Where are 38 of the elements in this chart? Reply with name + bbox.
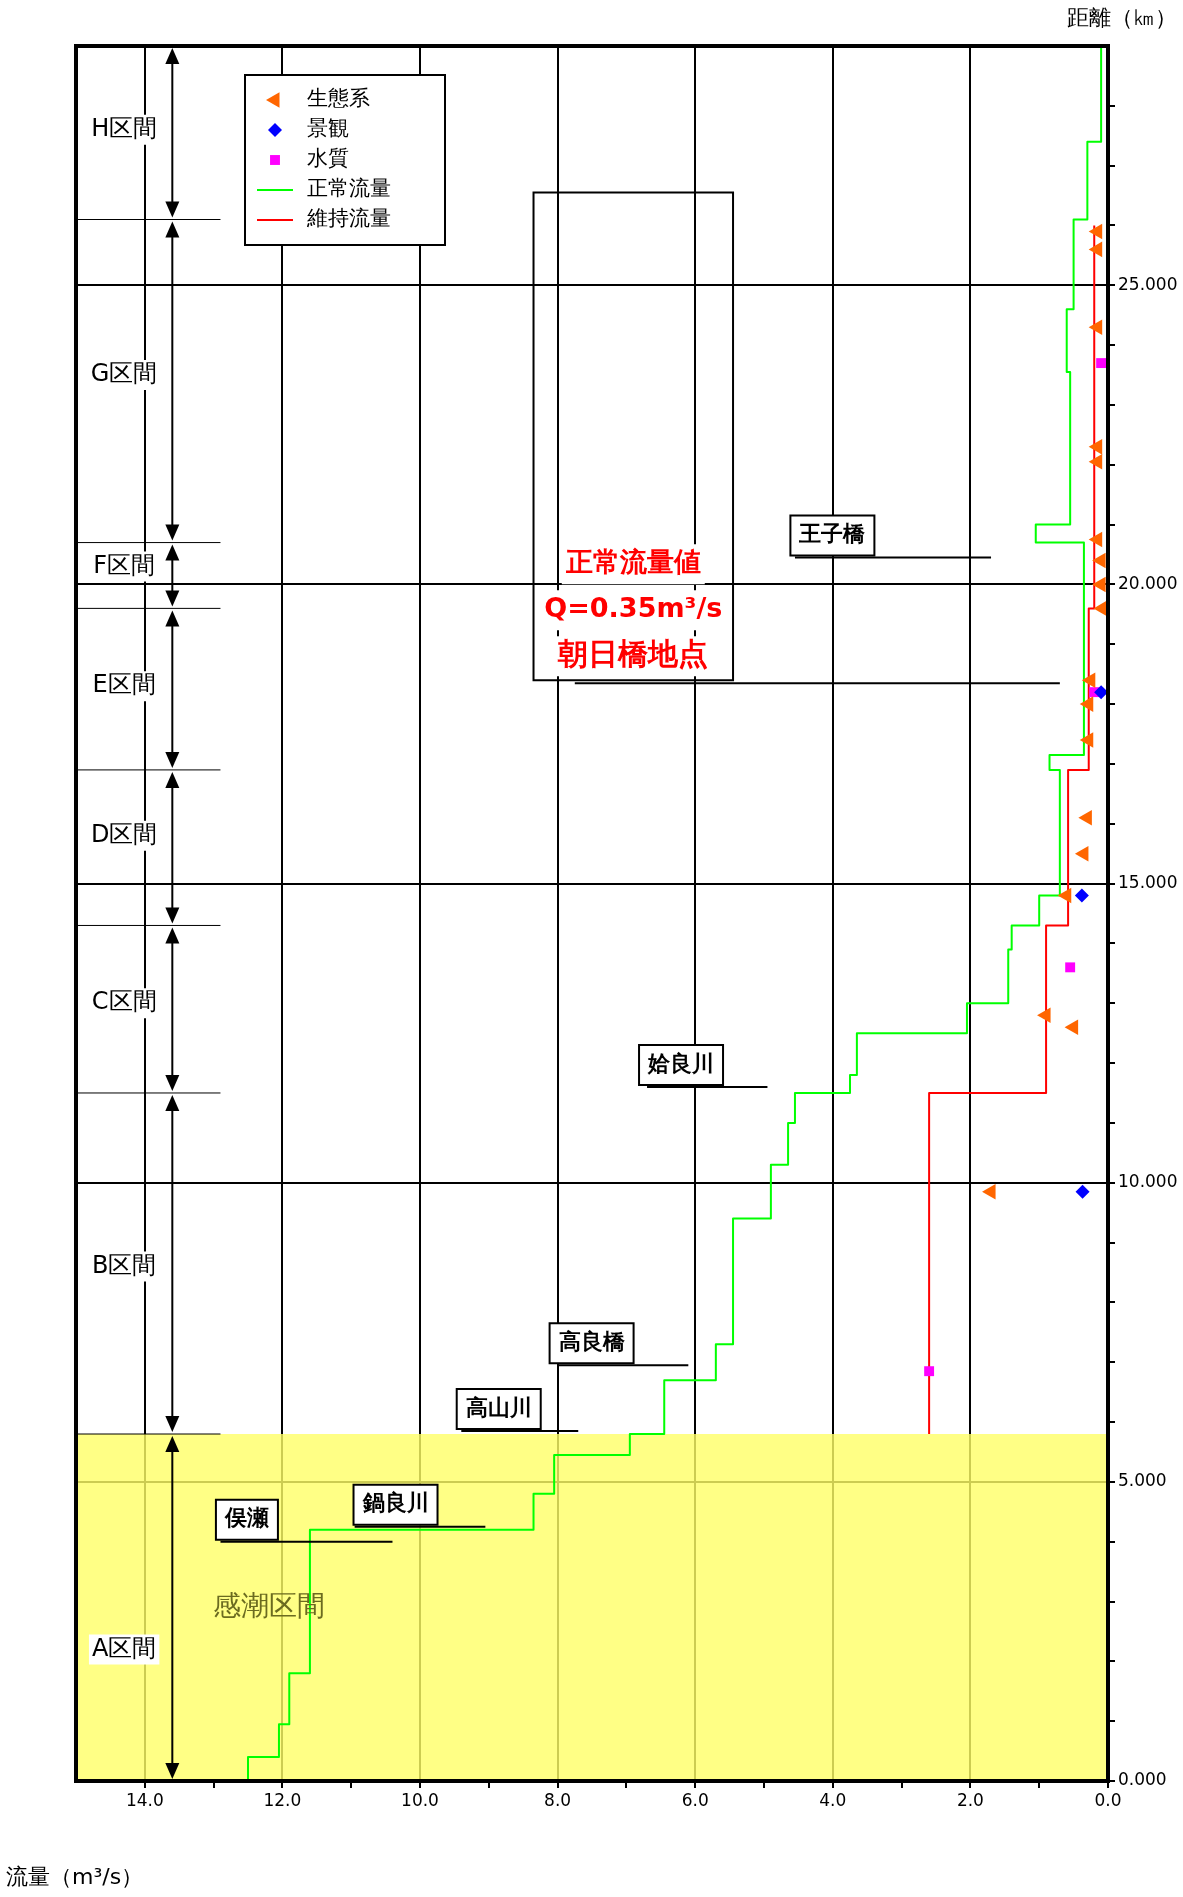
x-tick-label: 2.0: [956, 1789, 984, 1810]
annotation: D区間: [90, 819, 158, 848]
x-tick-label: 4.0: [819, 1789, 847, 1810]
ref-line-label: 俣瀬: [223, 1505, 269, 1531]
annotation: 正常流量値: [564, 546, 701, 578]
y-tick-label: 20.000: [1118, 572, 1178, 593]
legend-label: 正常流量: [307, 176, 391, 201]
ref-line-label: 高良橋: [558, 1328, 626, 1354]
annotation: C区間: [91, 987, 157, 1016]
x-tick-label: 6.0: [681, 1789, 709, 1810]
x-axis-title: 流量（m³/s）: [6, 1863, 144, 1889]
annotation: G区間: [90, 359, 158, 388]
ref-line-label: 王子橋: [798, 521, 867, 547]
ref-line-label: 高山川: [465, 1394, 532, 1420]
x-tick-label: 8.0: [544, 1789, 572, 1810]
x-tick-label: 10.0: [401, 1789, 439, 1810]
annotation: E区間: [92, 670, 156, 699]
legend-label: 生態系: [307, 86, 370, 111]
y-axis-title: 距離（㎞）: [1067, 4, 1177, 30]
y-tick-label: 5.000: [1118, 1470, 1167, 1491]
x-tick-label: 14.0: [125, 1789, 164, 1810]
annotation: B区間: [91, 1250, 157, 1279]
legend-label: 維持流量: [306, 206, 391, 231]
ref-line-label: 姶良川: [647, 1050, 715, 1076]
y-tick-label: 15.000: [1118, 872, 1178, 893]
x-tick-label: 0.0: [1094, 1789, 1122, 1810]
ref-line-label: 朝日橋地点: [557, 635, 709, 671]
y-tick-label: 10.000: [1118, 1171, 1178, 1192]
y-tick-label: 0.000: [1118, 1769, 1167, 1790]
legend-label: 景観: [307, 116, 349, 141]
annotation: F区間: [93, 550, 156, 579]
annotation: Q=0.35m³/s: [544, 592, 723, 624]
annotation: A区間: [91, 1633, 157, 1662]
legend-label: 水質: [307, 146, 349, 171]
y-tick-label: 25.000: [1118, 273, 1178, 294]
annotation: H区間: [91, 113, 158, 142]
ref-line-label: 鍋良川: [361, 1490, 429, 1516]
x-tick-label: 12.0: [263, 1789, 302, 1810]
